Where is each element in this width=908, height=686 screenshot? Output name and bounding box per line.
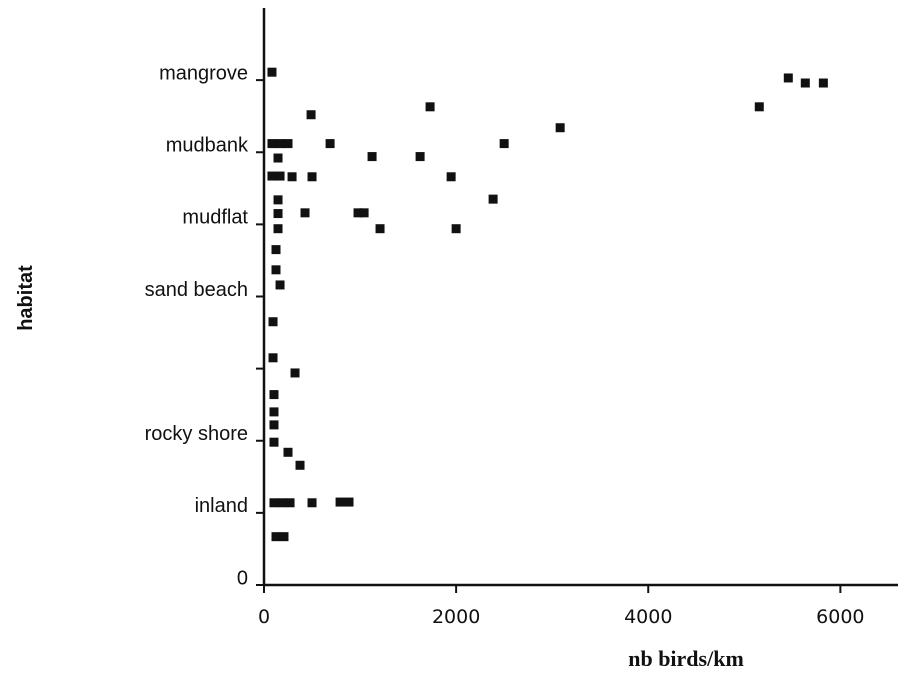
point: [268, 353, 278, 363]
point: [271, 532, 281, 542]
point: [273, 153, 283, 163]
point: [359, 208, 369, 218]
point: [285, 498, 295, 508]
y-tick-label: inland: [195, 495, 248, 517]
point: [335, 497, 345, 507]
point: [295, 460, 305, 470]
point: [267, 139, 277, 149]
point: [275, 171, 285, 181]
point: [425, 102, 435, 112]
x-tick-label: 0: [258, 606, 270, 628]
point: [499, 139, 509, 149]
x-tick-label: 6000: [816, 606, 864, 628]
point: [488, 194, 498, 204]
point: [275, 280, 285, 290]
point: [267, 67, 277, 77]
point: [275, 139, 285, 149]
x-tick-label: 4000: [624, 606, 672, 628]
point: [555, 123, 565, 133]
point: [344, 497, 354, 507]
point: [300, 208, 310, 218]
y-axis-title: habitat: [15, 265, 37, 331]
point: [269, 390, 279, 400]
point: [283, 447, 293, 457]
y-tick-label: sand beach: [145, 279, 248, 301]
point: [283, 139, 293, 149]
point: [451, 224, 461, 234]
point: [353, 208, 363, 218]
x-axis-title: nb birds/km: [628, 646, 744, 671]
y-tick-label: 0: [237, 567, 248, 589]
x-tick-label: 2000: [432, 606, 480, 628]
point: [269, 498, 279, 508]
y-tick-label: rocky shore: [145, 423, 248, 445]
point: [268, 317, 278, 327]
y-tick-label: mangrove: [159, 62, 248, 84]
point: [307, 498, 317, 508]
point: [267, 171, 277, 181]
point: [273, 209, 283, 219]
point: [367, 152, 377, 162]
point: [273, 195, 283, 205]
point: [375, 224, 385, 234]
point: [269, 437, 279, 447]
point: [325, 139, 335, 149]
point: [818, 78, 828, 88]
point: [783, 73, 793, 83]
point: [446, 172, 456, 182]
point: [269, 407, 279, 417]
point: [306, 110, 316, 120]
point: [277, 498, 287, 508]
point: [800, 78, 810, 88]
point: [273, 224, 283, 234]
point: [279, 532, 289, 542]
point: [271, 245, 281, 255]
point: [271, 265, 281, 275]
y-tick-label: mudflat: [182, 207, 248, 229]
point: [754, 102, 764, 112]
point: [307, 172, 317, 182]
point: [287, 172, 297, 182]
y-tick-label: mudbank: [166, 135, 249, 157]
point: [269, 420, 279, 430]
point: [415, 152, 425, 162]
point: [290, 368, 300, 378]
